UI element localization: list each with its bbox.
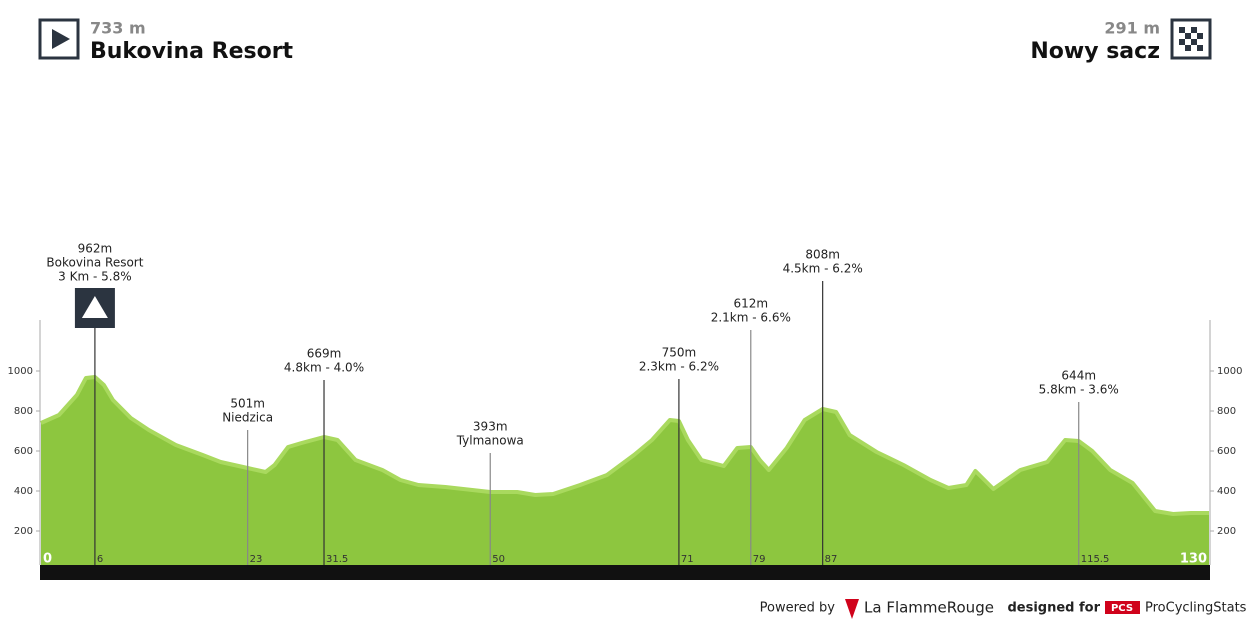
powered-by: Powered by bbox=[760, 601, 836, 616]
start-icon bbox=[38, 18, 80, 60]
site-name: ProCyclingStats bbox=[1145, 601, 1247, 616]
annotation-text: 5.8km - 3.6% bbox=[1039, 383, 1119, 397]
pcs-logo: PCS bbox=[1111, 603, 1133, 614]
elevation-edge bbox=[40, 375, 1209, 516]
finish-name: Nowy sacz bbox=[1030, 39, 1160, 64]
x-tick-label: 50 bbox=[492, 554, 505, 565]
annotation-text: Niedzica bbox=[222, 411, 273, 425]
designed-for: designed for bbox=[1007, 601, 1100, 616]
annotation-text: Tylmanowa bbox=[456, 434, 524, 448]
start-elevation: 733 m bbox=[90, 19, 146, 38]
distance-bar bbox=[40, 565, 1210, 580]
annotation-text: 669m bbox=[307, 347, 342, 361]
summit-mountain bbox=[81, 296, 108, 318]
x-tick-label: 6 bbox=[97, 554, 103, 565]
y-tick-label: 800 bbox=[14, 406, 33, 417]
y-tick-label: 200 bbox=[1217, 526, 1236, 537]
x-tick-label: 31.5 bbox=[326, 554, 348, 565]
y-tick-label: 600 bbox=[1217, 446, 1236, 457]
annotation-text: Bokovina Resort bbox=[46, 256, 143, 270]
x-tick-label: 115.5 bbox=[1081, 554, 1110, 565]
start-name: Bukovina Resort bbox=[90, 39, 294, 64]
checkered-flag bbox=[1179, 27, 1203, 51]
y-tick-label: 600 bbox=[14, 446, 33, 457]
y-tick-label: 200 bbox=[14, 526, 33, 537]
annotation-text: 612m bbox=[733, 297, 768, 311]
y-tick-label: 400 bbox=[14, 486, 33, 497]
x-tick-label: 0 bbox=[43, 552, 52, 567]
annotation-text: 962m bbox=[78, 242, 113, 256]
brand: La FlammeRouge bbox=[864, 599, 994, 617]
annotation-text: 750m bbox=[662, 346, 697, 360]
x-tick-label: 130 bbox=[1180, 552, 1207, 567]
flamme-logo bbox=[845, 599, 859, 619]
annotation-text: 644m bbox=[1061, 369, 1096, 383]
y-tick-label: 1000 bbox=[1217, 366, 1242, 377]
annotation-text: 808m bbox=[805, 248, 840, 262]
elevation-area bbox=[41, 377, 1209, 565]
y-tick-label: 800 bbox=[1217, 406, 1236, 417]
finish-elevation: 291 m bbox=[1104, 19, 1160, 38]
x-tick-label: 71 bbox=[681, 554, 694, 565]
annotation-text: 4.5km - 6.2% bbox=[783, 262, 863, 276]
pcs-badge bbox=[1105, 601, 1140, 614]
x-tick-label: 87 bbox=[825, 554, 838, 565]
annotation-text: 393m bbox=[473, 420, 508, 434]
x-tick-label: 23 bbox=[250, 554, 263, 565]
annotation-text: 501m bbox=[230, 397, 265, 411]
annotation-text: 2.3km - 6.2% bbox=[639, 360, 719, 374]
start-arrow bbox=[52, 29, 70, 49]
annotation-text: 4.8km - 4.0% bbox=[284, 361, 364, 375]
annotation-text: 3 Km - 5.8% bbox=[58, 270, 131, 284]
x-tick-label: 79 bbox=[753, 554, 766, 565]
y-tick-label: 400 bbox=[1217, 486, 1236, 497]
y-tick-label: 1000 bbox=[8, 366, 33, 377]
annotation-text: 2.1km - 6.6% bbox=[711, 311, 791, 325]
plot: 200 200 400 400 600 600 800 800 1000 1000 962mBoko… bbox=[8, 242, 1242, 580]
